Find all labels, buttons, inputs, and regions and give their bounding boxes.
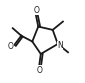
Text: O: O [37, 66, 43, 75]
Text: O: O [8, 42, 14, 51]
Text: N: N [57, 41, 63, 50]
Text: O: O [34, 6, 40, 15]
